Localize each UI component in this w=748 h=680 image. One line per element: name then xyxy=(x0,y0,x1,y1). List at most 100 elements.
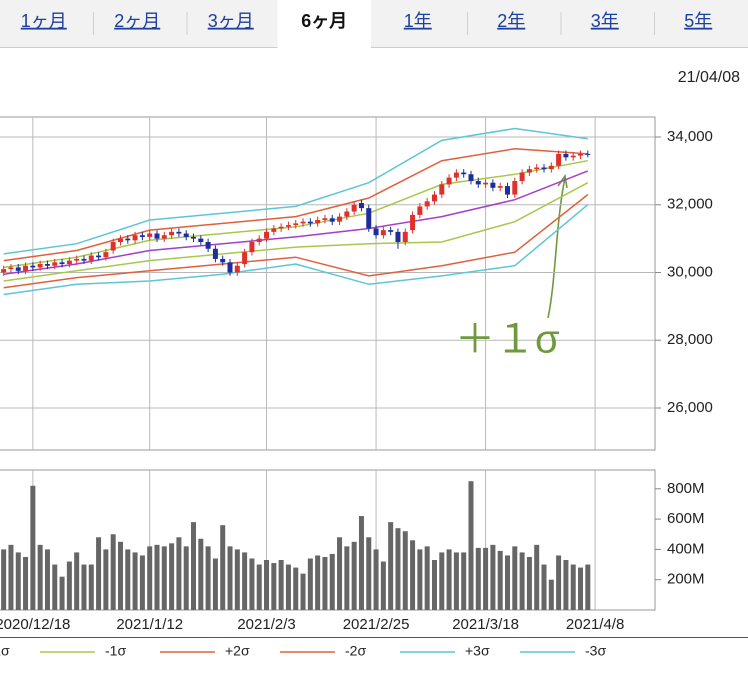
candle-body xyxy=(132,235,138,241)
tab[interactable]: 2ヶ月 xyxy=(114,11,160,31)
y-tick-label: 800M xyxy=(667,480,705,497)
band-line xyxy=(3,148,588,262)
y-tick-label: 28,000 xyxy=(667,331,713,348)
candle-body xyxy=(15,267,21,271)
volume-bar xyxy=(212,558,218,610)
volume-bar xyxy=(395,528,401,610)
volume-bar xyxy=(358,516,364,610)
band-line xyxy=(3,159,588,269)
tab[interactable]: 5年 xyxy=(684,11,712,31)
volume-bar xyxy=(1,549,7,610)
candle-body xyxy=(242,252,248,265)
annotation-arrowhead xyxy=(557,173,568,189)
candle-body xyxy=(23,265,29,271)
candle-body xyxy=(504,186,510,195)
tab[interactable]: 6ヶ月 xyxy=(301,11,347,31)
candle-body xyxy=(183,233,189,237)
volume-bar xyxy=(366,537,372,610)
candle-body xyxy=(37,264,43,268)
candle-body xyxy=(117,238,123,243)
candle-body xyxy=(585,153,591,155)
volume-bar xyxy=(504,555,510,610)
tab[interactable]: 3ヶ月 xyxy=(208,11,254,31)
volume-bar xyxy=(66,561,72,610)
band-line xyxy=(3,194,589,289)
date: 21/04/08 xyxy=(678,69,740,86)
candle-body xyxy=(96,255,102,258)
volume-bar xyxy=(125,549,131,610)
band-line xyxy=(3,182,589,282)
candle-body xyxy=(212,248,218,259)
x-tick-label: 2021/4/8 xyxy=(566,616,624,633)
volume-bar xyxy=(585,564,591,610)
annotation-arrow xyxy=(547,177,566,319)
volume-bar xyxy=(490,544,496,610)
volume-bar xyxy=(344,546,350,610)
tab-selected-bg xyxy=(277,0,371,48)
candle-body xyxy=(337,216,343,222)
candle-body xyxy=(66,260,72,265)
volume-bar xyxy=(278,560,284,610)
volume-bar xyxy=(234,549,240,610)
volume-bar xyxy=(88,564,94,610)
volume-bar xyxy=(96,537,102,610)
candle-body xyxy=(176,231,182,234)
volume-bar xyxy=(169,543,175,610)
y-tick-label: 26,000 xyxy=(667,399,713,416)
candle-body xyxy=(578,153,584,156)
candle-body xyxy=(468,174,474,182)
candle-body xyxy=(52,262,58,266)
candle-body xyxy=(570,155,576,158)
candle-body xyxy=(556,153,562,166)
legend-label: -3σ xyxy=(585,643,606,659)
candle-body xyxy=(483,182,489,185)
candle-body xyxy=(322,218,328,220)
candle-body xyxy=(30,265,36,268)
candle-body xyxy=(475,181,481,185)
candle-body xyxy=(278,226,284,229)
candle-body xyxy=(541,167,547,170)
candle-body xyxy=(344,211,350,217)
x-tick-label: 2021/2/3 xyxy=(237,616,295,633)
candle-body xyxy=(402,231,408,243)
candle-body xyxy=(358,203,364,209)
volume-bar xyxy=(30,485,36,610)
volume-bar xyxy=(322,556,328,610)
volume-bar xyxy=(81,564,87,610)
tab[interactable]: 3年 xyxy=(591,11,619,31)
tab[interactable]: 1年 xyxy=(404,11,432,31)
y-tick-label: 34,000 xyxy=(667,128,713,145)
volume-bar xyxy=(52,564,58,610)
candle-body xyxy=(380,230,386,236)
candle-body xyxy=(220,258,226,263)
tab-bar xyxy=(0,0,748,47)
y-tick-label: 32,000 xyxy=(667,196,713,213)
volume-bar xyxy=(461,552,467,610)
volume-bar xyxy=(410,540,416,610)
volume-bar xyxy=(534,544,540,610)
candle-body xyxy=(439,184,445,195)
volume-bar xyxy=(563,560,569,610)
tab[interactable]: 2年 xyxy=(497,11,525,31)
tab[interactable]: 1ヶ月 xyxy=(21,11,67,31)
volume-bar xyxy=(103,549,109,610)
volume-bar xyxy=(110,534,116,610)
y-tick-label: 400M xyxy=(667,540,705,557)
candle-body xyxy=(205,242,211,249)
candle-body xyxy=(256,238,262,243)
x-tick-label: 2020/12/18 xyxy=(0,616,70,633)
volume-bar xyxy=(220,525,226,610)
volume-bar xyxy=(519,552,525,610)
y-tick-label: 200M xyxy=(667,571,705,588)
volume-bar xyxy=(227,546,233,610)
candle-body xyxy=(249,242,255,253)
candle-body xyxy=(154,233,160,239)
y-tick-label: 30,000 xyxy=(667,263,713,280)
volume-bar xyxy=(439,552,445,610)
candle-body xyxy=(264,231,270,239)
volume-bar xyxy=(475,547,481,610)
candle-body xyxy=(453,172,459,178)
volume-bar xyxy=(154,544,160,610)
candle-body xyxy=(300,221,306,224)
